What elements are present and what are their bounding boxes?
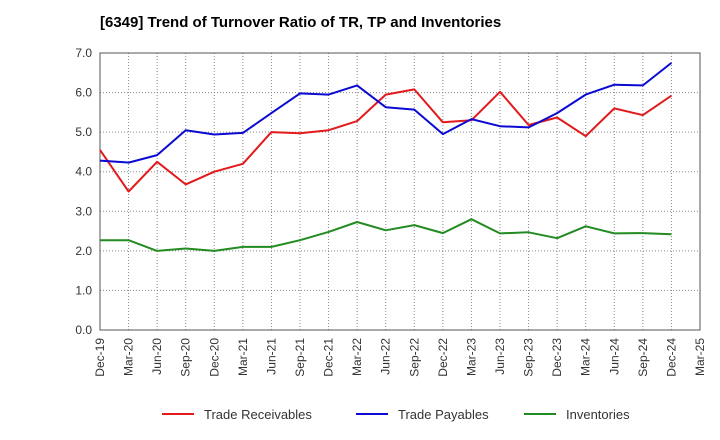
- x-tick-label: Dec-22: [436, 338, 450, 377]
- y-tick-label: 5.0: [75, 125, 92, 139]
- x-tick-label: Mar-23: [464, 338, 478, 376]
- x-tick-label: Jun-21: [264, 338, 278, 375]
- y-tick-label: 7.0: [75, 46, 92, 60]
- legend-label-2: Inventories: [566, 407, 630, 422]
- x-tick-label: Mar-25: [693, 338, 707, 376]
- series-line-2: [100, 218, 672, 252]
- legend-label-1: Trade Payables: [398, 407, 489, 422]
- legend-label-0: Trade Receivables: [204, 407, 312, 422]
- x-tick-label: Jun-24: [607, 338, 621, 375]
- x-tick-label: Dec-20: [207, 338, 221, 377]
- x-tick-label: Jun-20: [150, 338, 164, 375]
- series-line-1: [99, 62, 673, 164]
- x-tick-label: Dec-23: [550, 338, 564, 377]
- x-tick-label: Mar-21: [236, 338, 250, 376]
- x-tick-label: Sep-23: [522, 338, 536, 377]
- x-tick-label: Sep-20: [179, 338, 193, 377]
- x-tick-label: Mar-22: [350, 338, 364, 376]
- y-tick-label: 6.0: [75, 86, 92, 100]
- x-tick-label: Mar-24: [579, 338, 593, 376]
- plot-border: [99, 52, 701, 331]
- x-tick-label: Dec-19: [93, 338, 107, 377]
- x-tick-label: Jun-22: [379, 338, 393, 375]
- x-tick-label: Dec-24: [664, 338, 678, 377]
- y-tick-label: 2.0: [75, 244, 92, 258]
- y-tick-label: 3.0: [75, 204, 92, 218]
- x-tick-label: Dec-21: [322, 338, 336, 377]
- chart-title: [6349] Trend of Turnover Ratio of TR, TP…: [100, 14, 502, 31]
- x-tick-label: Sep-22: [407, 338, 421, 377]
- y-tick-label: 4.0: [75, 165, 92, 179]
- x-tick-label: Mar-20: [122, 338, 136, 376]
- x-tick-label: Sep-21: [293, 338, 307, 377]
- y-tick-label: 1.0: [75, 283, 92, 297]
- x-tick-label: Sep-24: [636, 338, 650, 377]
- y-tick-label: 0.0: [75, 323, 92, 337]
- series-line-0: [99, 88, 672, 193]
- x-tick-label: Jun-23: [493, 338, 507, 375]
